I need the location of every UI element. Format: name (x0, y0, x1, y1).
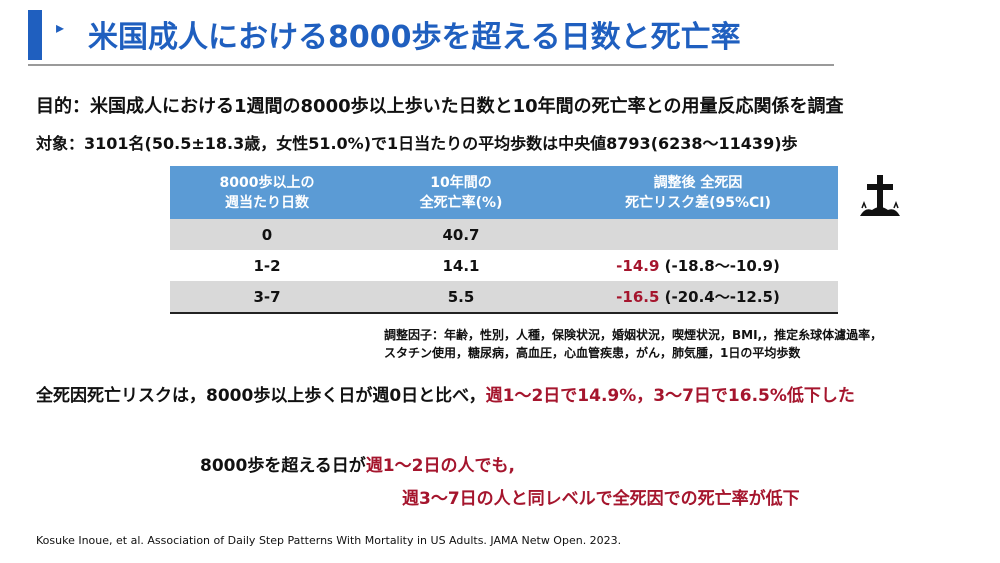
citation-text: Kosuke Inoue, et al. Association of Dail… (36, 534, 622, 547)
title-divider (28, 64, 834, 66)
message-line1-part1: 8000歩を超える日が (200, 456, 366, 476)
header-risk-diff-line1: 調整後 全死因 (653, 174, 743, 191)
grave-cross-icon (860, 175, 900, 216)
risk-diff-ci: (-20.4〜-12.5) (659, 288, 780, 306)
title-accent-bar (28, 10, 42, 60)
conclusion-part1: 全死因死亡リスクは，8000歩以上歩く日が週0日と比べ， (36, 386, 486, 406)
header-mortality-line1: 10年間の (430, 174, 492, 191)
risk-diff-ci: (-18.8〜-10.9) (659, 257, 780, 275)
header-risk-diff-line2: 死亡リスク差(95%CI) (625, 194, 771, 211)
cell-risk-diff: -16.5 (-20.4〜-12.5) (558, 281, 838, 314)
header-days-line2: 週当たり日数 (225, 194, 309, 211)
header-mortality-line2: 全死亡率(%) (419, 194, 503, 211)
conclusion-text: 全死因死亡リスクは，8000歩以上歩く日が週0日と比べ，週1〜2日で14.9%，… (36, 381, 855, 406)
adjustment-line1: 調整因子：年齢，性別，人種，保険状況，婚姻状況，喫煙状況，BMI,，推定糸球体濾… (384, 328, 883, 342)
page-title: 米国成人における8000歩を超える日数と死亡率 (88, 20, 741, 55)
risk-diff-value: -14.9 (616, 257, 660, 275)
table-row: 3-7 5.5 -16.5 (-20.4〜-12.5) (170, 281, 838, 314)
cell-days: 1-2 (253, 256, 281, 275)
results-table: 8000歩以上の 週当たり日数 10年間の 全死亡率(%) 調整後 全死因 死亡… (170, 166, 838, 314)
table-row: 0 40.7 (170, 219, 838, 250)
header-days-line1: 8000歩以上の (219, 174, 315, 191)
cell-days: 0 (170, 219, 364, 250)
title-arrow-icon: ▸ (56, 18, 65, 37)
header-risk-diff: 調整後 全死因 死亡リスク差(95%CI) (558, 166, 838, 219)
table-header-row: 8000歩以上の 週当たり日数 10年間の 全死亡率(%) 調整後 全死因 死亡… (170, 166, 838, 219)
adjustment-line2: スタチン使用，糖尿病，高血圧，心血管疾患，がん，肺気腫，1日の平均歩数 (384, 346, 801, 360)
cell-risk-diff: -14.9 (-18.8〜-10.9) (558, 250, 838, 281)
table-row: 1-2 14.1 -14.9 (-18.8〜-10.9) (170, 250, 838, 281)
header-days: 8000歩以上の 週当たり日数 (170, 166, 364, 219)
subject-text: 対象：3101名(50.5±18.3歳，女性51.0%)で1日当たりの平均歩数は… (36, 134, 798, 153)
cell-rate: 40.7 (364, 219, 558, 250)
adjustment-factors: 調整因子：年齢，性別，人種，保険状況，婚姻状況，喫煙状況，BMI,，推定糸球体濾… (384, 326, 882, 362)
cell-rate: 14.1 (442, 256, 480, 275)
cell-risk-diff (558, 219, 838, 250)
header-mortality: 10年間の 全死亡率(%) (364, 166, 558, 219)
conclusion-highlight: 週1〜2日で14.9%，3〜7日で16.5%低下した (485, 386, 855, 406)
purpose-text: 目的：米国成人における1週間の8000歩以上歩いた日数と10年間の死亡率との用量… (36, 96, 844, 117)
cell-days: 3-7 (170, 281, 364, 314)
message-line1-highlight: 週1〜2日の人でも, (365, 456, 515, 476)
risk-diff-value: -16.5 (616, 288, 660, 306)
message-line2: 週3〜7日の人と同レベルで全死因での死亡率が低下 (402, 489, 800, 509)
message-line1: 8000歩を超える日が週1〜2日の人でも, (200, 451, 515, 476)
cell-rate: 5.5 (364, 281, 558, 314)
